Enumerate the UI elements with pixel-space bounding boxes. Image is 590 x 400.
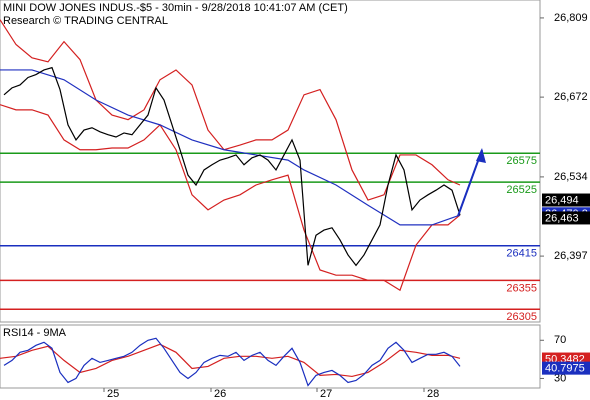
value-tag	[542, 361, 590, 375]
x-tick-label: 25	[107, 388, 119, 400]
value-tag-label: 26,494	[545, 194, 579, 206]
level-label: 26525	[506, 184, 537, 196]
level-label: 26355	[506, 282, 537, 294]
level-label: 26415	[506, 248, 537, 260]
rsi-title: RSI14 - 9MA	[3, 327, 67, 339]
value-tag	[542, 193, 590, 207]
y-tick-label: 26,809	[554, 12, 588, 24]
y-tick-label: 30	[554, 372, 566, 384]
series-line	[3, 66, 461, 267]
y-tick-label: 70	[554, 334, 566, 346]
level-label: 26305	[506, 311, 537, 323]
y-tick-label: 26,672	[554, 91, 588, 103]
series-line	[0, 104, 461, 292]
y-tick-label: 26,534	[554, 171, 588, 183]
chart-subtitle: Research © TRADING CENTRAL	[3, 15, 168, 27]
price-panel	[0, 0, 541, 323]
arrow-head	[476, 148, 486, 163]
series-line	[0, 69, 461, 226]
value-tag-label: 26,463	[545, 212, 579, 224]
series-line	[0, 19, 461, 201]
value-tag-label: 40.7975	[545, 363, 585, 375]
level-label: 26575	[506, 155, 537, 167]
x-tick-label: 27	[320, 388, 332, 400]
chart-title: MINI DOW JONES INDUS.-$5 - 30min - 9/28/…	[3, 2, 348, 14]
value-tag	[542, 211, 590, 225]
y-tick-label: 26,397	[554, 250, 588, 262]
plot-layer: 26,809 26,672 26,534 26,397 26575 26525 26415 2…	[0, 12, 590, 400]
x-tick-label: 26	[214, 388, 226, 400]
series-line	[0, 343, 461, 378]
x-tick-label: 28	[427, 388, 439, 400]
rsi-panel	[0, 324, 541, 389]
series-line	[3, 337, 461, 387]
